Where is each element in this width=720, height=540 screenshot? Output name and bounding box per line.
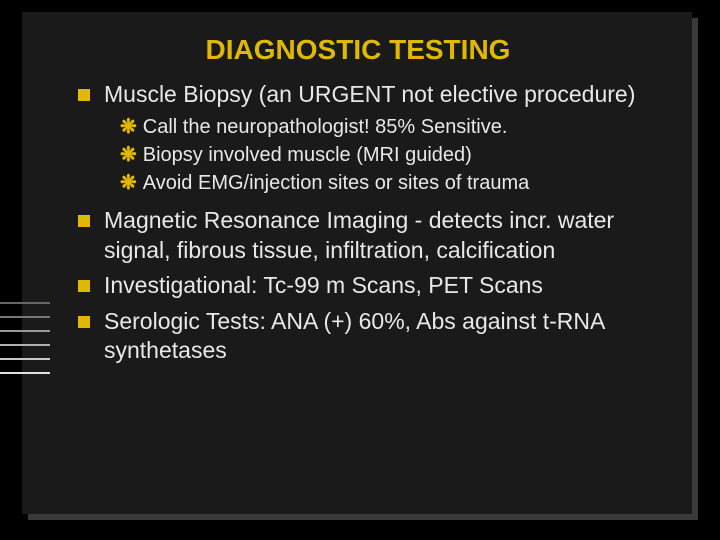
square-bullet-icon [78, 316, 90, 328]
asterisk-bullet-icon: ❋ [120, 115, 137, 141]
bullet-item: Investigational: Tc-99 m Scans, PET Scan… [78, 271, 658, 300]
sub-item: ❋ Call the neuropathologist! 85% Sensiti… [120, 115, 658, 141]
sub-text: Biopsy involved muscle (MRI guided) [143, 143, 472, 169]
bullet-item: Serologic Tests: ANA (+) 60%, Abs agains… [78, 307, 658, 366]
sub-item: ❋ Avoid EMG/injection sites or sites of … [120, 171, 658, 197]
square-bullet-icon [78, 215, 90, 227]
bullet-item: Muscle Biopsy (an URGENT not elective pr… [78, 80, 658, 109]
decoration-line [0, 330, 50, 332]
sub-text: Call the neuropathologist! 85% Sensitive… [143, 115, 508, 141]
bullet-item: Magnetic Resonance Imaging - detects inc… [78, 206, 658, 265]
square-bullet-icon [78, 89, 90, 101]
bullet-text: Magnetic Resonance Imaging - detects inc… [104, 206, 658, 265]
square-bullet-icon [78, 280, 90, 292]
side-decoration [0, 302, 50, 386]
decoration-line [0, 316, 50, 318]
decoration-line [0, 358, 50, 360]
decoration-line [0, 302, 50, 304]
sub-list: ❋ Call the neuropathologist! 85% Sensiti… [120, 115, 658, 196]
sub-text: Avoid EMG/injection sites or sites of tr… [143, 171, 529, 197]
sub-item: ❋ Biopsy involved muscle (MRI guided) [120, 143, 658, 169]
decoration-line [0, 372, 50, 374]
slide-title: DIAGNOSTIC TESTING [58, 34, 658, 66]
slide-panel: DIAGNOSTIC TESTING Muscle Biopsy (an URG… [22, 12, 692, 514]
decoration-line [0, 344, 50, 346]
asterisk-bullet-icon: ❋ [120, 143, 137, 169]
bullet-text: Investigational: Tc-99 m Scans, PET Scan… [104, 271, 543, 300]
bullet-text: Muscle Biopsy (an URGENT not elective pr… [104, 80, 635, 109]
asterisk-bullet-icon: ❋ [120, 171, 137, 197]
bullet-text: Serologic Tests: ANA (+) 60%, Abs agains… [104, 307, 658, 366]
